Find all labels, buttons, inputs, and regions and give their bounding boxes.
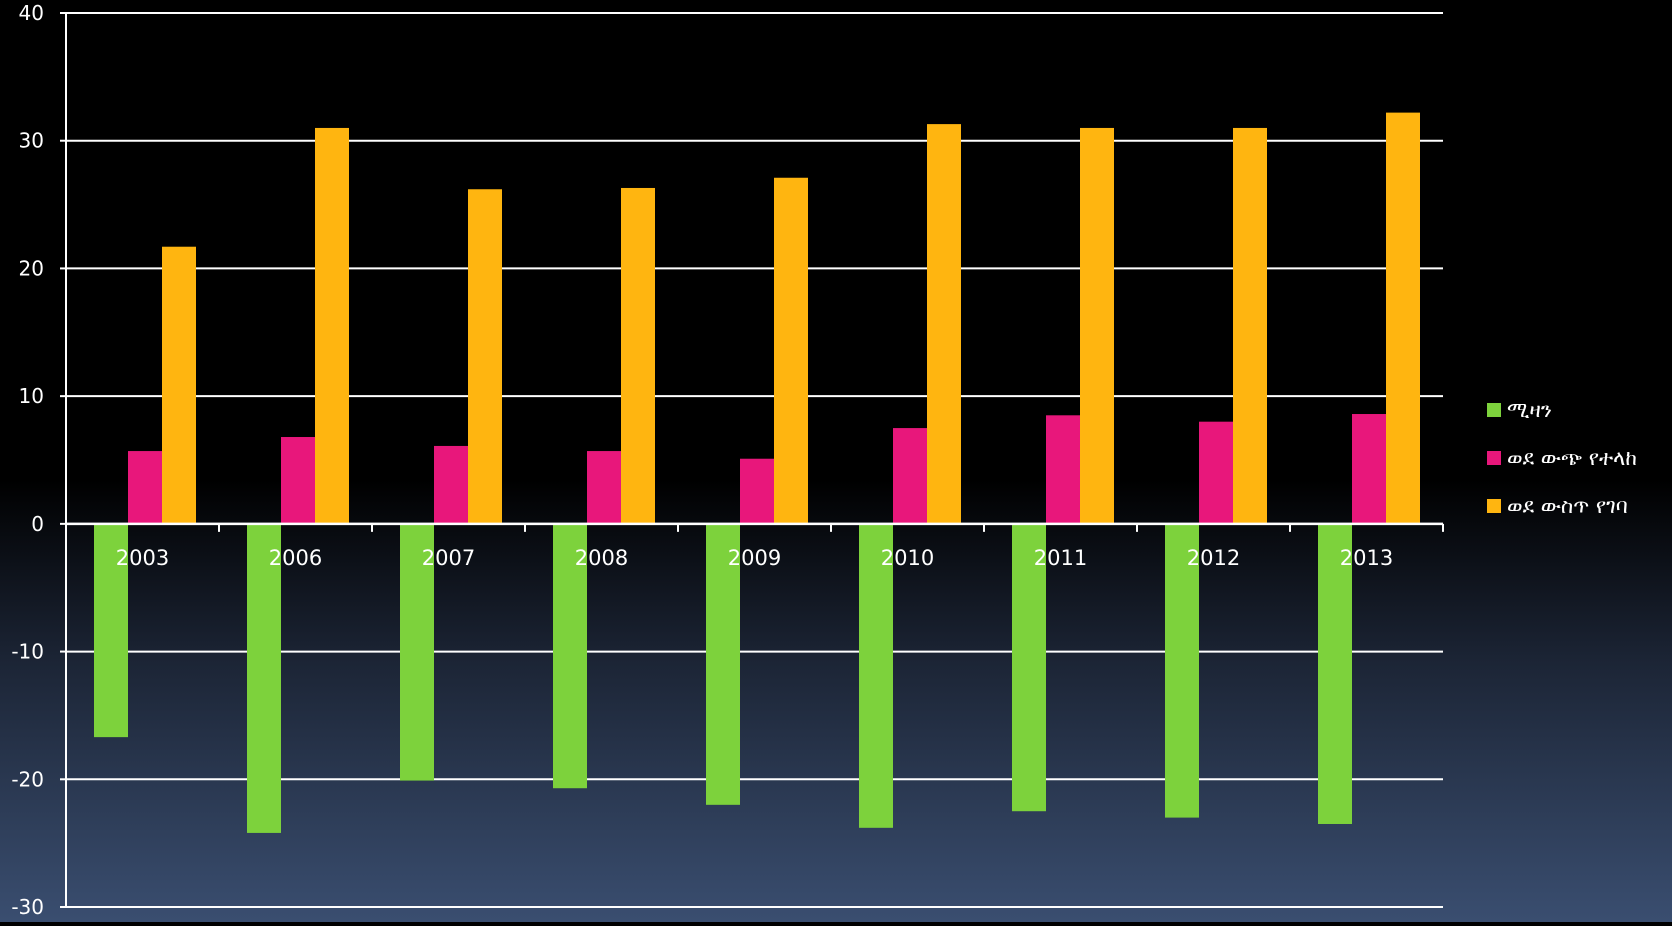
legend-label: ሚዛን	[1507, 398, 1552, 422]
bar-1-2012	[1165, 523, 1199, 818]
y-tick-label: -10	[11, 640, 44, 664]
bar-3-2008	[621, 187, 655, 524]
bar-1-2008	[553, 523, 587, 789]
y-tick-label: 10	[19, 384, 44, 408]
bar-3-2003	[162, 246, 196, 524]
bar-1-2006	[247, 523, 281, 833]
bar-2-2009	[740, 458, 774, 524]
x-tick-label: 2012	[1187, 546, 1240, 570]
bar-1-2010	[859, 523, 893, 828]
legend-swatch	[1487, 499, 1501, 513]
bar-2-2003	[128, 451, 162, 524]
legend-label: ወደ ውስጥ የገባ	[1507, 494, 1628, 518]
bar-1-2013	[1318, 523, 1352, 824]
x-tick-label: 2011	[1034, 546, 1087, 570]
bar-2-2012	[1199, 421, 1233, 524]
x-tick-label: 2006	[269, 546, 322, 570]
x-tick-label: 2008	[575, 546, 628, 570]
bar-3-2007	[468, 189, 502, 524]
legend-label: ወደ ውጭ የተላከ	[1507, 446, 1637, 470]
bar-3-2011	[1080, 127, 1114, 524]
x-tick-label: 2009	[728, 546, 781, 570]
bar-3-2006	[315, 127, 349, 524]
x-tick-label: 2013	[1340, 546, 1393, 570]
y-tick-label: 40	[19, 1, 44, 25]
bar-1-2007	[400, 523, 434, 781]
bar-1-2011	[1012, 523, 1046, 812]
y-tick-label: -30	[11, 895, 44, 919]
y-tick-label: -20	[11, 767, 44, 791]
legend-swatch	[1487, 451, 1501, 465]
bar-3-2012	[1233, 127, 1267, 524]
bar-2-2008	[587, 451, 621, 524]
bar-3-2013	[1386, 112, 1420, 524]
x-tick-label: 2003	[116, 546, 169, 570]
x-tick-label: 2007	[422, 546, 475, 570]
bar-3-2010	[927, 124, 961, 524]
bar-1-2009	[706, 523, 740, 805]
y-tick-label: 20	[19, 256, 44, 280]
bar-2-2011	[1046, 415, 1080, 524]
bar-2-2007	[434, 445, 468, 524]
legend-swatch	[1487, 403, 1501, 417]
y-tick-label: 0	[31, 512, 44, 536]
bar-2-2010	[893, 428, 927, 524]
bar-1-2003	[94, 523, 128, 738]
y-tick-label: 30	[19, 129, 44, 153]
bar-3-2009	[774, 177, 808, 524]
bar-2-2013	[1352, 414, 1386, 524]
bar-2-2006	[281, 437, 315, 524]
x-tick-label: 2010	[881, 546, 934, 570]
